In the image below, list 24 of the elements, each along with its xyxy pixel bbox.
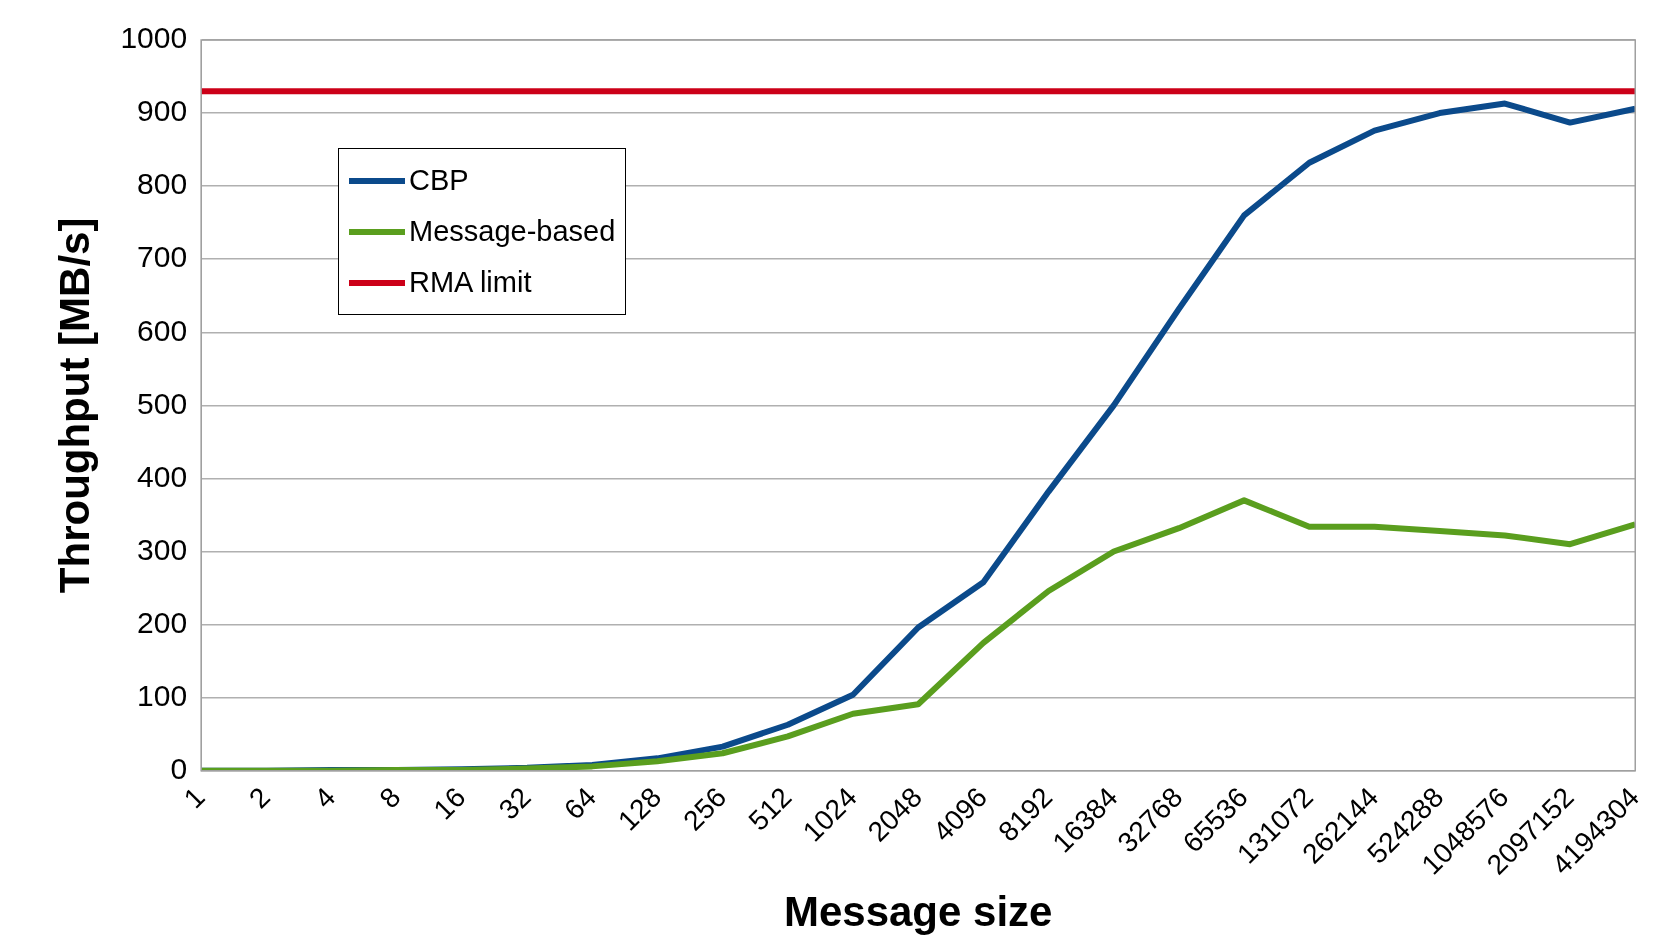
y-tick-label: 900 xyxy=(137,94,188,128)
y-tick-label: 500 xyxy=(137,386,188,420)
x-tick-label: 512 xyxy=(742,781,798,837)
y-tick-label: 800 xyxy=(137,167,188,201)
x-tick-label: 2 xyxy=(243,781,277,815)
y-tick-label: 700 xyxy=(137,240,188,274)
x-tick-label: 16 xyxy=(427,781,472,826)
x-tick-label: 8 xyxy=(373,781,407,815)
x-tick-label: 128 xyxy=(612,781,668,837)
legend-label: RMA limit xyxy=(409,266,532,299)
y-tick-label: 200 xyxy=(137,605,188,639)
x-tick-label: 64 xyxy=(558,781,602,826)
y-tick-label: 100 xyxy=(137,678,188,712)
y-tick-label: 1000 xyxy=(120,21,188,55)
x-tick-label: 256 xyxy=(677,781,733,837)
legend-label: CBP xyxy=(409,164,469,197)
x-axis-title: Message size xyxy=(783,888,1053,936)
y-tick-label: 300 xyxy=(137,532,188,566)
x-tick-label: 32 xyxy=(492,781,537,826)
y-tick-label: 400 xyxy=(137,459,188,493)
legend-label: Message-based xyxy=(409,215,616,248)
x-tick-label: 4 xyxy=(308,781,342,815)
y-tick-label: 600 xyxy=(137,313,188,347)
y-axis-title: Throughput [MB/s] xyxy=(50,217,98,594)
